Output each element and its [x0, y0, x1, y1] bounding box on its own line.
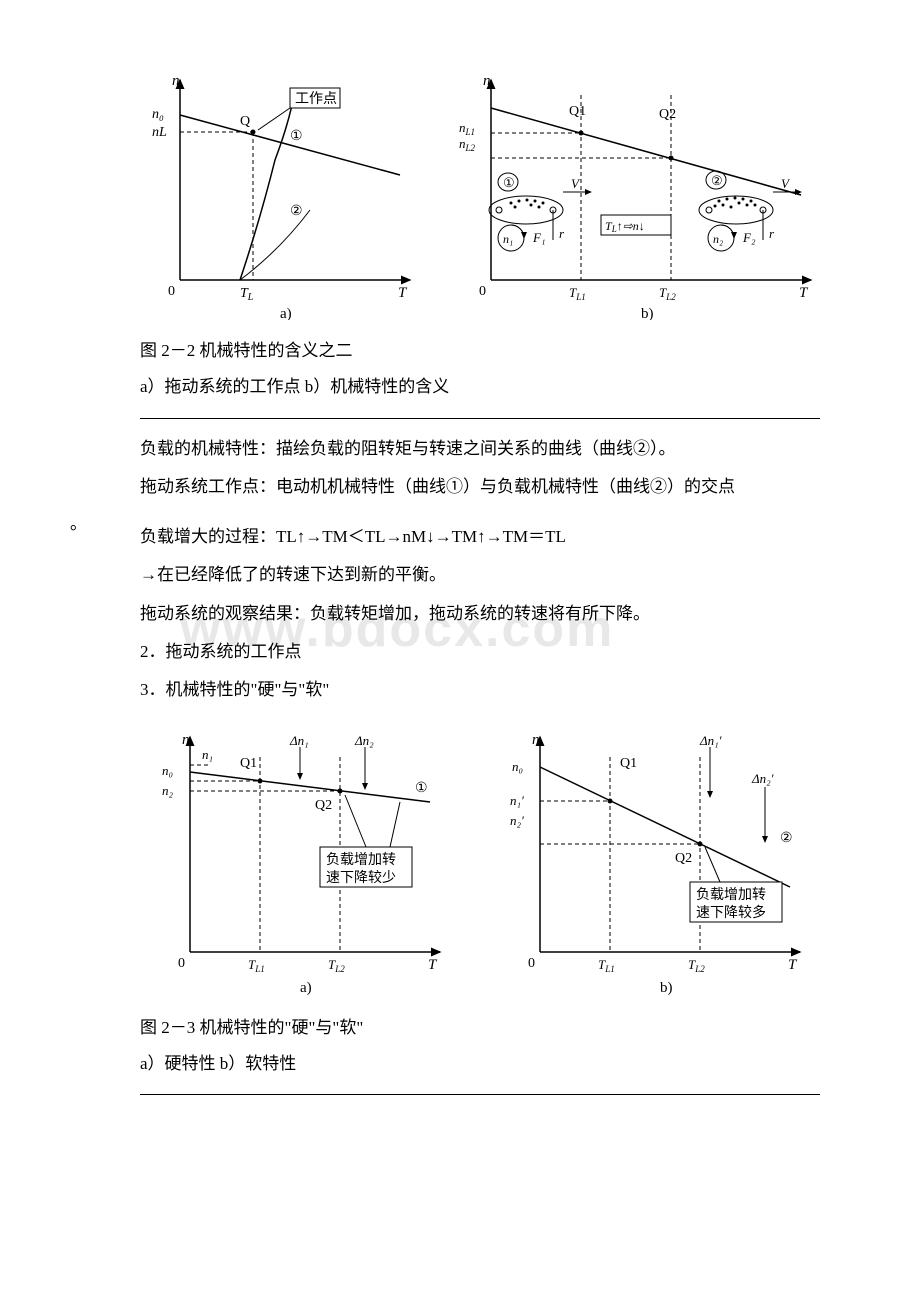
Q2-label: Q2	[659, 107, 676, 122]
T-3a: T	[428, 957, 438, 973]
fig2-3-panel-b: Δn₁′ Δn₂′ 负载增加转 速下降较多 n n₀ n₁′ n₂′ Q1 Q2…	[490, 717, 820, 997]
dn1p: Δn₁′	[699, 733, 722, 748]
para-3: 负载增大的过程：TL↑→TM＜TL→nM↓→TM↑→TM＝TL	[140, 521, 820, 553]
panel-label-a: a)	[280, 306, 292, 320]
n2-3a: n₂	[162, 783, 174, 798]
n2-label: n₂	[713, 232, 723, 246]
TL2-3b: TL2	[688, 957, 705, 974]
para-5: 拖动系统的观察结果：负载转矩增加，拖动系统的转速将有所下降。	[140, 598, 820, 630]
Q1-3b: Q1	[620, 756, 637, 771]
fig2-3-subcaption: a）硬特性 b）软特性	[140, 1048, 820, 1080]
label-T: T	[398, 285, 408, 301]
axis-n-b: n	[483, 73, 491, 89]
label-Q: Q	[240, 114, 250, 129]
para-4: →在已经降低了的转速下达到新的平衡。	[140, 559, 820, 591]
TL-arrow-label: TL↑⇨n↓	[605, 219, 645, 234]
r-label-1: r	[559, 226, 565, 241]
Q1-3a: Q1	[240, 756, 257, 771]
nL1-label: nL1	[459, 120, 475, 137]
dn1-label: Δn₁	[289, 733, 309, 748]
conveyor-2: V n₂ F₂ r ②	[699, 171, 801, 251]
panel-3a: a)	[300, 980, 312, 996]
dn2-label: Δn₂	[354, 733, 374, 748]
divider-1	[140, 418, 820, 419]
nL2-label: nL2	[459, 136, 476, 153]
label-TL: TL	[240, 286, 254, 303]
Q1-label: Q1	[569, 104, 586, 119]
fig2-2-panel-b: V n₁ F₁ r ① TL↑⇨n↓	[451, 60, 820, 320]
label-0: 0	[168, 284, 175, 299]
n1-label: n₁	[503, 232, 513, 246]
para-2: 拖动系统工作点：电动机机械特性（曲线①）与负载机械特性（曲线②）的交点	[140, 471, 820, 503]
circ2-3b: ②	[780, 831, 793, 846]
n1p-3b: n₁′	[510, 793, 524, 808]
n0-3b: n₀	[512, 759, 523, 774]
circ2-b: ②	[711, 173, 723, 188]
box-a-line1: 负载增加转	[326, 852, 396, 868]
conveyor-1: V n₁ F₁ r ①	[489, 173, 591, 251]
fig2-2-subcaption: a）拖动系统的工作点 b）机械特性的含义	[140, 371, 820, 403]
dn2p: Δn₂′	[751, 771, 774, 786]
TL1-3b: TL1	[598, 957, 615, 974]
n2p-3b: n₂′	[510, 813, 524, 828]
n-3b: n	[532, 732, 540, 748]
T-label-b: T	[799, 285, 809, 301]
label-circ1: ①	[290, 129, 303, 144]
fig2-2-caption: 图 2－2 机械特性的含义之二	[140, 335, 820, 367]
figure-2-3: Δn₁ Δn₂ 负载增加转 速下降较少 n n₁ n₀ n₂ Q1 Q2 ① 0…	[140, 717, 820, 997]
TL2-label: TL2	[659, 285, 676, 302]
fig2-2-panel-a: 工作点 n n₀ nL Q ① ② 0 TL T a)	[140, 60, 421, 320]
0-3b: 0	[528, 956, 535, 971]
v-label-2: V	[781, 176, 791, 191]
T-3b: T	[788, 957, 798, 973]
Q2-3a: Q2	[315, 798, 332, 813]
axis-n: n	[172, 73, 180, 89]
para-6: 2．拖动系统的工作点	[140, 636, 820, 668]
para-1: 负载的机械特性：描绘负载的阻转矩与转速之间关系的曲线（曲线②）。	[140, 433, 820, 465]
circ1-3a: ①	[415, 781, 428, 796]
figure-2-2: 工作点 n n₀ nL Q ① ② 0 TL T a)	[140, 60, 820, 320]
n1-3a: n₁	[202, 747, 213, 762]
stray-period: 。	[70, 508, 87, 540]
para-7: 3．机械特性的"硬"与"软"	[140, 674, 820, 706]
label-circ2: ②	[290, 204, 303, 219]
box-b-line2: 速下降较多	[696, 904, 766, 921]
circ1-b: ①	[503, 175, 515, 190]
panel-3b: b)	[660, 980, 673, 996]
TL1-label: TL1	[569, 285, 586, 302]
box-a-line2: 速下降较少	[326, 870, 396, 886]
fig2-3-caption: 图 2－3 机械特性的"硬"与"软"	[140, 1012, 820, 1044]
F1-label: F₁	[532, 230, 545, 245]
Q2-3b: Q2	[675, 851, 692, 866]
TL1-3a: TL1	[248, 957, 265, 974]
divider-2	[140, 1094, 820, 1095]
box-b-line1: 负载增加转	[696, 887, 766, 903]
fig2-3-panel-a: Δn₁ Δn₂ 负载增加转 速下降较少 n n₁ n₀ n₂ Q1 Q2 ① 0…	[140, 717, 460, 997]
F2-label: F₂	[742, 230, 756, 245]
label-n0: n₀	[152, 107, 164, 122]
panel-label-b: b)	[641, 306, 654, 320]
label-0-b: 0	[479, 284, 486, 299]
0-3a: 0	[178, 956, 185, 971]
n-3a: n	[182, 732, 190, 748]
r-label-2: r	[769, 226, 775, 241]
v-label-1: V	[571, 176, 581, 191]
n0-3a: n₀	[162, 763, 173, 778]
TL2-3a: TL2	[328, 957, 345, 974]
workpoint-label: 工作点	[295, 91, 337, 107]
label-nL: nL	[152, 125, 167, 140]
